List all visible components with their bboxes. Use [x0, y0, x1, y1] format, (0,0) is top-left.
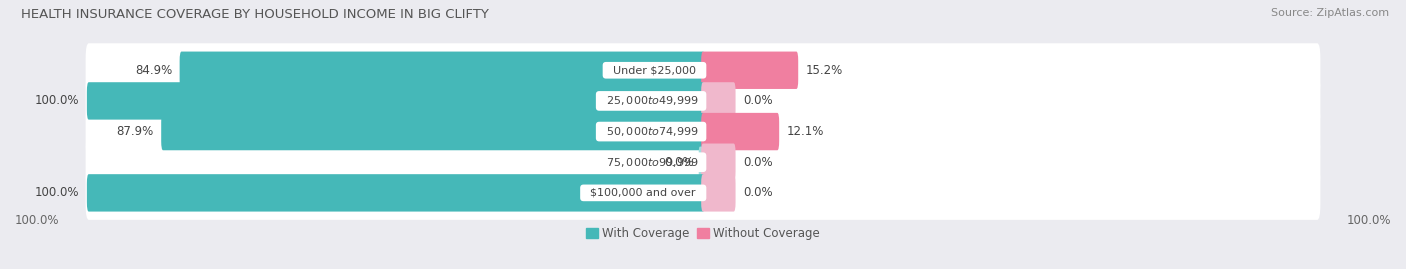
FancyBboxPatch shape	[86, 105, 1320, 158]
Text: 0.0%: 0.0%	[742, 186, 772, 199]
Text: 100.0%: 100.0%	[1347, 214, 1391, 227]
Text: Source: ZipAtlas.com: Source: ZipAtlas.com	[1271, 8, 1389, 18]
FancyBboxPatch shape	[86, 166, 1320, 220]
Text: 0.0%: 0.0%	[742, 94, 772, 107]
Text: $25,000 to $49,999: $25,000 to $49,999	[599, 94, 703, 107]
Text: $100,000 and over: $100,000 and over	[583, 188, 703, 198]
FancyBboxPatch shape	[702, 174, 735, 212]
Legend: With Coverage, Without Coverage: With Coverage, Without Coverage	[581, 222, 825, 245]
FancyBboxPatch shape	[702, 52, 799, 89]
FancyBboxPatch shape	[86, 135, 1320, 189]
FancyBboxPatch shape	[86, 74, 1320, 128]
Text: 12.1%: 12.1%	[786, 125, 824, 138]
FancyBboxPatch shape	[702, 144, 735, 181]
Text: Under $25,000: Under $25,000	[606, 65, 703, 75]
Text: $50,000 to $74,999: $50,000 to $74,999	[599, 125, 703, 138]
FancyBboxPatch shape	[702, 82, 735, 120]
FancyBboxPatch shape	[87, 174, 704, 212]
Text: 100.0%: 100.0%	[35, 94, 80, 107]
Text: HEALTH INSURANCE COVERAGE BY HOUSEHOLD INCOME IN BIG CLIFTY: HEALTH INSURANCE COVERAGE BY HOUSEHOLD I…	[21, 8, 489, 21]
FancyBboxPatch shape	[87, 82, 704, 120]
FancyBboxPatch shape	[699, 147, 704, 178]
Text: 0.0%: 0.0%	[742, 156, 772, 169]
Text: 84.9%: 84.9%	[135, 64, 173, 77]
FancyBboxPatch shape	[162, 113, 704, 150]
Text: 15.2%: 15.2%	[806, 64, 842, 77]
FancyBboxPatch shape	[702, 113, 779, 150]
Text: 100.0%: 100.0%	[35, 186, 80, 199]
Text: 87.9%: 87.9%	[117, 125, 153, 138]
FancyBboxPatch shape	[86, 43, 1320, 97]
Text: 100.0%: 100.0%	[15, 214, 59, 227]
Text: 0.0%: 0.0%	[664, 156, 693, 169]
FancyBboxPatch shape	[180, 52, 704, 89]
Text: $75,000 to $99,999: $75,000 to $99,999	[599, 156, 703, 169]
